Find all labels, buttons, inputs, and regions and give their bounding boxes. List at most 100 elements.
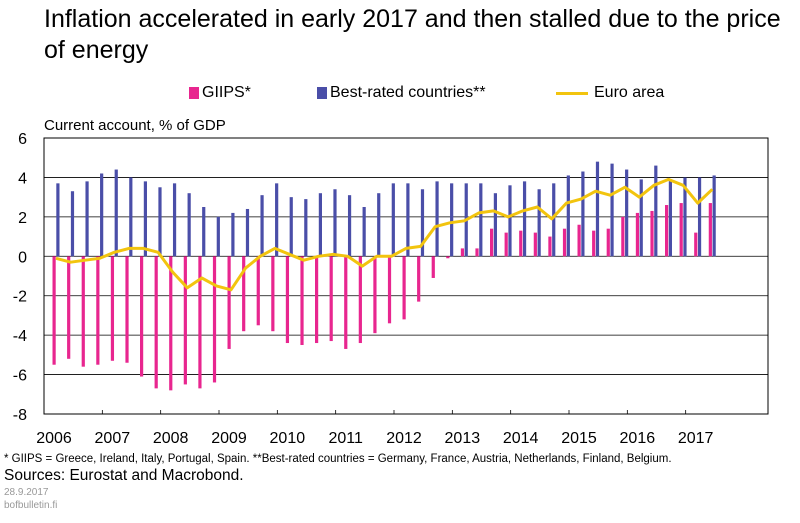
best-rated-bar-21 [362,207,366,257]
giips-bar-32 [519,230,523,257]
giips-bar-1 [67,256,71,359]
giips-bar-16 [285,256,290,344]
best-rated-bar-2 [85,181,89,257]
x-tick-label-11: 2017 [678,430,714,447]
best-rated-bar-26 [435,181,439,257]
best-rated-bar-8 [172,183,177,257]
giips-bar-15 [271,256,275,332]
x-tick-label-0: 2006 [36,430,72,447]
y-tick-label-1: 4 [18,170,27,187]
giips-bar-38 [606,228,610,257]
giips-bar-40 [635,212,640,257]
legend-item-euro-area[interactable]: Euro area [556,84,664,102]
best-rated-bar-32 [522,181,527,257]
best-rated-bar-3 [100,173,104,257]
best-rated-bar-45 [712,175,716,257]
x-tick-label-6: 2012 [386,430,422,447]
legend-label-giips: GIIPS* [202,84,251,101]
legend-label-euro-area: Euro area [594,84,665,101]
giips-bar-28 [460,248,465,257]
best-rated-bar-29 [479,183,483,257]
giips-bar-21 [358,256,362,344]
giips-bar-29 [475,248,479,257]
giips-bar-4 [110,256,115,361]
giips-bar-17 [300,256,304,345]
giips-bar-37 [592,230,596,257]
giips-bar-26 [431,256,435,278]
giips-bar-33 [533,232,537,257]
legend-swatch-best-rated [317,87,327,99]
website: bofbulletin.fi [4,500,58,511]
plot-frame [43,137,769,415]
giips-bar-8 [169,256,173,391]
y-tick-label-2: 2 [18,210,27,227]
chart-title: Inflation accelerated in early 2017 and … [44,5,781,64]
giips-bar-14 [256,256,260,326]
best-rated-bar-12 [231,212,235,257]
giips-bar-31 [504,232,508,257]
giips-bar-3 [96,256,100,365]
y-tick-label-5: -4 [13,328,27,345]
giips-bar-12 [227,256,231,349]
best-rated-bar-27 [450,183,454,257]
legend-item-giips[interactable]: GIIPS* [189,84,251,102]
best-rated-bar-17 [304,199,308,257]
giips-bar-39 [621,216,625,257]
x-tick-label-9: 2015 [561,430,597,447]
best-rated-bar-38 [610,163,614,257]
giips-bar-44 [694,232,698,257]
x-tick-label-2: 2008 [153,430,189,447]
best-rated-bar-25 [420,189,425,257]
best-rated-bar-31 [508,185,512,257]
best-rated-bar-11 [216,216,220,257]
giips-bar-43 [679,203,683,257]
giips-bar-5 [125,256,129,363]
giips-bar-18 [315,256,319,344]
giips-bar-24 [402,256,406,320]
giips-bar-22 [373,256,377,334]
giips-bar-20 [344,256,348,349]
giips-bar-10 [198,256,202,389]
giips-bar-9 [183,256,187,385]
best-rated-bar-43 [683,177,687,257]
footnote: * GIIPS = Greece, Ireland, Italy, Portug… [4,453,672,465]
x-tick-label-4: 2010 [270,430,306,447]
x-tick-label-5: 2011 [328,430,363,447]
best-rated-bar-39 [625,169,629,257]
y-tick-label-6: -6 [13,368,27,385]
giips-bar-35 [562,228,567,257]
best-rated-bar-13 [245,208,250,257]
best-rated-bar-1 [70,191,75,257]
best-rated-bar-37 [595,161,600,257]
giips-bar-25 [417,256,421,302]
best-rated-bar-4 [114,169,118,257]
legend-item-best-rated[interactable]: Best-rated countries** [317,84,486,102]
giips-bar-42 [665,205,669,257]
best-rated-bar-41 [654,165,658,257]
best-rated-bar-9 [187,193,191,257]
best-rated-bar-19 [333,189,337,257]
best-rated-bar-20 [347,195,352,257]
best-rated-bar-42 [668,179,672,257]
best-rated-bar-33 [537,189,541,257]
best-rated-bar-24 [406,183,410,257]
giips-bar-45 [708,203,712,257]
best-rated-bar-30 [493,193,497,257]
giips-bar-36 [577,224,581,257]
y-tick-label-3: 0 [18,249,27,266]
best-rated-bar-6 [143,181,147,257]
y-axis-label: Current account, % of GDP [44,117,226,134]
giips-bar-2 [81,256,85,367]
legend: GIIPS* Best-rated countries** Euro area [0,84,800,104]
giips-bar-41 [650,210,654,257]
best-rated-bar-44 [697,177,702,257]
legend-label-best-rated: Best-rated countries** [330,84,486,101]
giips-bar-11 [212,256,217,383]
x-tick-label-7: 2013 [445,430,481,447]
best-rated-bar-22 [377,193,381,257]
giips-bar-19 [329,256,333,342]
best-rated-bar-14 [260,195,264,257]
publication-date: 28.9.2017 [4,487,49,498]
legend-swatch-euro-area [556,91,588,95]
